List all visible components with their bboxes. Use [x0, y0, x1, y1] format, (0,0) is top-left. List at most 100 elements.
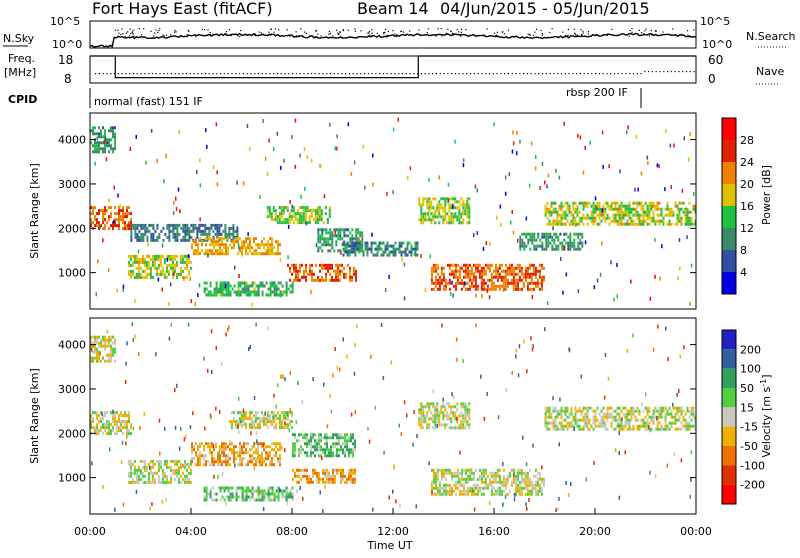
echo-cell [235, 426, 237, 429]
echo-cell [318, 442, 320, 445]
echo-cell [353, 242, 355, 245]
echo-cell [545, 245, 547, 248]
echo-cell [158, 481, 160, 484]
echo-cell [597, 407, 599, 410]
echo-cell [235, 420, 237, 423]
echo-cell [328, 454, 330, 457]
echo-cell [575, 410, 577, 413]
echo-cell [455, 264, 457, 267]
echo-cell [354, 478, 356, 481]
echo-cell [485, 282, 487, 285]
echo-cell [355, 228, 357, 231]
echo-cell [473, 478, 475, 481]
echo-cell [168, 236, 170, 239]
echo-cell [216, 285, 218, 288]
nave-point [409, 73, 410, 74]
echo-cell [334, 445, 336, 448]
echo-cell [325, 237, 327, 240]
echo-cell [619, 419, 621, 422]
echo-cell [359, 251, 361, 254]
echo-cell [271, 237, 273, 240]
echo-cell [243, 451, 245, 454]
echo-cell [279, 454, 281, 457]
echo-cell [294, 448, 296, 451]
echo-cell [272, 490, 274, 493]
echo-cell [443, 288, 445, 291]
echo-cell [682, 189, 684, 193]
echo-cell [310, 439, 312, 442]
nsearch-point [338, 34, 339, 35]
echo-cell [605, 202, 607, 205]
echo-cell [292, 285, 294, 288]
echo-cell [96, 141, 98, 144]
echo-cell [561, 410, 563, 413]
echo-cell [262, 490, 264, 493]
echo-cell [114, 423, 116, 426]
echo-cell [489, 472, 491, 475]
nsearch-point [409, 31, 410, 32]
echo-cell [158, 478, 160, 481]
echo-cell [615, 202, 617, 205]
echo-cell [238, 496, 240, 499]
echo-cell [100, 339, 102, 342]
echo-cell [655, 205, 657, 208]
echo-cell [116, 411, 118, 414]
echo-cell [315, 215, 317, 218]
echo-cell [337, 273, 339, 276]
echo-cell [191, 451, 193, 454]
echo-cell [541, 487, 543, 490]
echo-cell [340, 475, 342, 478]
nave-point [637, 73, 638, 74]
echo-cell [94, 126, 96, 129]
echo-cell [657, 214, 659, 217]
echo-cell [241, 460, 243, 463]
echo-cell [521, 478, 523, 481]
echo-cell [355, 279, 357, 282]
nsearch-point [369, 35, 370, 36]
echo-cell [469, 279, 471, 282]
echo-cell [267, 246, 269, 249]
echo-cell [481, 270, 483, 273]
echo-cell [615, 214, 617, 217]
echo-cell [241, 417, 243, 420]
echo-cell [329, 237, 331, 240]
echo-cell [289, 212, 291, 215]
echo-cell [446, 212, 448, 215]
echo-cell [466, 423, 468, 426]
echo-cell [363, 251, 365, 254]
echo-cell [601, 410, 603, 413]
echo-cell [437, 469, 439, 472]
echo-cell [261, 252, 263, 255]
echo-cell [547, 245, 549, 248]
nsearch-point [596, 35, 597, 36]
nsearch-point [562, 32, 563, 33]
echo-cell [553, 410, 555, 413]
echo-cell [466, 200, 468, 203]
echo-cell [636, 135, 638, 139]
echo-cell [655, 223, 657, 226]
echo-cell [233, 240, 235, 243]
echo-cell [448, 414, 450, 417]
echo-cell [336, 448, 338, 451]
echo-cell [462, 423, 464, 426]
echo-cell [437, 493, 439, 496]
echo-cell [465, 469, 467, 472]
echo-cell [497, 472, 499, 475]
echo-cell [653, 202, 655, 205]
echo-cell [603, 205, 605, 208]
echo-cell [166, 466, 168, 469]
echo-cell [184, 466, 186, 469]
echo-cell [227, 463, 229, 466]
echo-cell [284, 291, 286, 294]
echo-cell [455, 487, 457, 490]
echo-cell [450, 405, 452, 408]
nave-point [311, 73, 312, 74]
echo-cell [519, 481, 521, 484]
echo-cell [434, 423, 436, 426]
echo-cell [460, 203, 462, 206]
echo-cell [114, 141, 116, 144]
echo-cell [232, 487, 234, 490]
echo-cell [579, 425, 581, 428]
echo-cell [399, 248, 401, 251]
echo-cell [160, 258, 162, 261]
